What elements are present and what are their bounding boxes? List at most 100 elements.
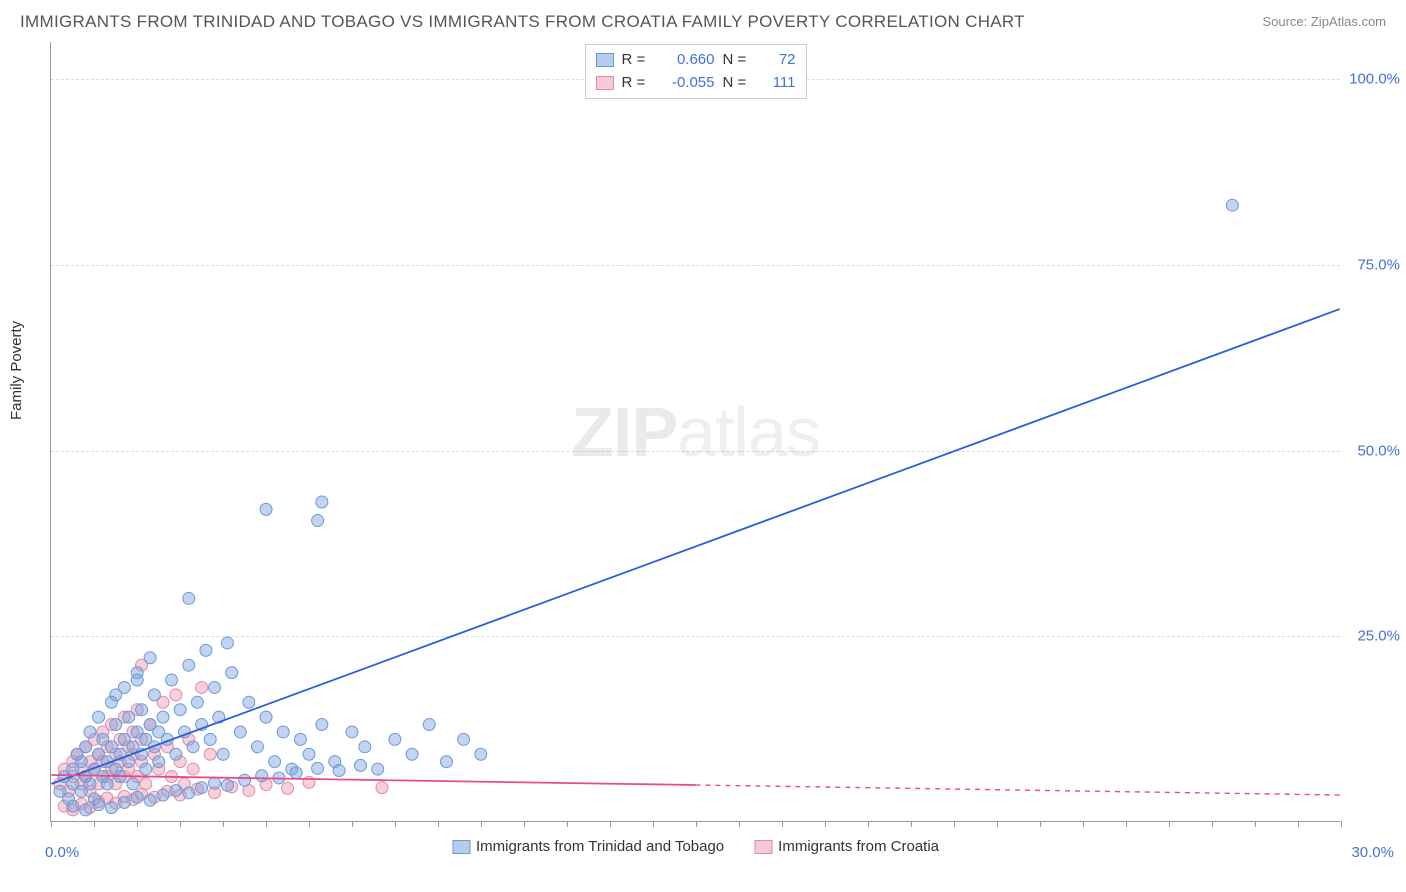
scatter-point bbox=[406, 748, 418, 760]
n-label: N = bbox=[723, 49, 753, 72]
x-tick bbox=[223, 821, 224, 827]
scatter-point bbox=[170, 785, 182, 797]
scatter-point bbox=[157, 789, 169, 801]
scatter-point bbox=[110, 689, 122, 701]
scatter-point bbox=[256, 770, 268, 782]
scatter-point bbox=[209, 681, 221, 693]
r-value-series-2: -0.055 bbox=[660, 72, 715, 95]
swatch-series-1 bbox=[452, 840, 470, 854]
scatter-point bbox=[80, 804, 92, 816]
scatter-point bbox=[183, 592, 195, 604]
scatter-point bbox=[183, 787, 195, 799]
scatter-point bbox=[84, 778, 96, 790]
x-tick bbox=[1083, 821, 1084, 827]
x-tick bbox=[1212, 821, 1213, 827]
scatter-point bbox=[157, 711, 169, 723]
scatter-point bbox=[123, 711, 135, 723]
scatter-point bbox=[312, 515, 324, 527]
x-tick bbox=[309, 821, 310, 827]
scatter-point bbox=[475, 748, 487, 760]
scatter-point bbox=[333, 765, 345, 777]
scatter-point bbox=[200, 644, 212, 656]
x-axis-min-label: 0.0% bbox=[45, 844, 79, 861]
scatter-point bbox=[140, 763, 152, 775]
scatter-point bbox=[75, 756, 87, 768]
x-tick bbox=[1040, 821, 1041, 827]
scatter-point bbox=[303, 748, 315, 760]
scatter-point bbox=[148, 689, 160, 701]
scatter-point bbox=[196, 782, 208, 794]
n-value-series-1: 72 bbox=[761, 49, 796, 72]
scatter-point bbox=[217, 748, 229, 760]
n-label: N = bbox=[723, 72, 753, 95]
x-tick bbox=[1255, 821, 1256, 827]
x-tick bbox=[567, 821, 568, 827]
x-tick bbox=[137, 821, 138, 827]
x-tick bbox=[1126, 821, 1127, 827]
x-tick bbox=[51, 821, 52, 827]
scatter-point bbox=[131, 791, 143, 803]
scatter-point bbox=[260, 503, 272, 515]
scatter-point bbox=[277, 726, 289, 738]
x-tick bbox=[954, 821, 955, 827]
scatter-point bbox=[221, 779, 233, 791]
scatter-point bbox=[144, 652, 156, 664]
x-tick bbox=[94, 821, 95, 827]
chart-title: IMMIGRANTS FROM TRINIDAD AND TOBAGO VS I… bbox=[20, 12, 1025, 32]
scatter-point bbox=[458, 733, 470, 745]
scatter-point bbox=[187, 763, 199, 775]
scatter-point bbox=[131, 674, 143, 686]
scatter-point bbox=[93, 711, 105, 723]
scatter-point bbox=[251, 741, 263, 753]
scatter-point bbox=[204, 733, 216, 745]
y-tick-label: 75.0% bbox=[1357, 256, 1400, 273]
scatter-point bbox=[389, 733, 401, 745]
scatter-point bbox=[269, 756, 281, 768]
scatter-point bbox=[372, 763, 384, 775]
scatter-point bbox=[282, 782, 294, 794]
y-tick-label: 100.0% bbox=[1349, 71, 1400, 88]
x-tick bbox=[395, 821, 396, 827]
plot-area: ZIPatlas R = 0.660 N = 72 R = -0.055 N =… bbox=[50, 42, 1340, 822]
scatter-point bbox=[1226, 199, 1238, 211]
scatter-point bbox=[84, 726, 96, 738]
scatter-point bbox=[221, 637, 233, 649]
x-tick bbox=[782, 821, 783, 827]
x-tick bbox=[868, 821, 869, 827]
r-label: R = bbox=[622, 49, 652, 72]
scatter-point bbox=[101, 778, 113, 790]
y-tick-label: 25.0% bbox=[1357, 628, 1400, 645]
scatter-point bbox=[196, 681, 208, 693]
series-legend: Immigrants from Trinidad and Tobago Immi… bbox=[444, 838, 947, 855]
scatter-point bbox=[118, 796, 130, 808]
x-tick bbox=[481, 821, 482, 827]
x-tick bbox=[1169, 821, 1170, 827]
series-2-name: Immigrants from Croatia bbox=[778, 838, 939, 855]
legend-item-series-1: Immigrants from Trinidad and Tobago bbox=[452, 838, 724, 855]
scatter-point bbox=[290, 767, 302, 779]
scatter-point bbox=[316, 719, 328, 731]
trend-line bbox=[51, 309, 1339, 784]
scatter-point bbox=[359, 741, 371, 753]
scatter-chart-svg bbox=[51, 42, 1340, 821]
x-tick bbox=[352, 821, 353, 827]
scatter-point bbox=[67, 800, 79, 812]
trend-line-extrapolated bbox=[696, 785, 1340, 795]
scatter-point bbox=[170, 689, 182, 701]
scatter-point bbox=[376, 782, 388, 794]
scatter-point bbox=[423, 719, 435, 731]
x-tick bbox=[696, 821, 697, 827]
swatch-series-2 bbox=[596, 76, 614, 90]
scatter-point bbox=[187, 741, 199, 753]
x-tick bbox=[524, 821, 525, 827]
x-tick bbox=[438, 821, 439, 827]
scatter-point bbox=[243, 696, 255, 708]
legend-item-series-2: Immigrants from Croatia bbox=[754, 838, 939, 855]
x-tick bbox=[739, 821, 740, 827]
scatter-point bbox=[153, 756, 165, 768]
scatter-point bbox=[191, 696, 203, 708]
legend-row-series-1: R = 0.660 N = 72 bbox=[596, 49, 796, 72]
legend-row-series-2: R = -0.055 N = 111 bbox=[596, 72, 796, 95]
scatter-point bbox=[440, 756, 452, 768]
scatter-point bbox=[294, 733, 306, 745]
